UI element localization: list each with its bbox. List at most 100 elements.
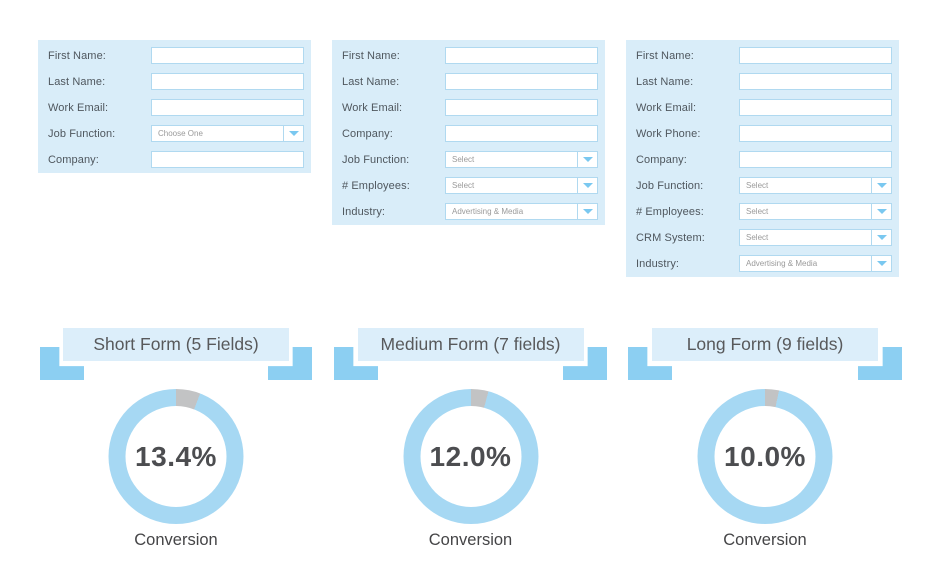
column-medium-form: First Name: Last Name: Work Email: Company:… (324, 0, 617, 574)
field-label: Last Name: (48, 75, 106, 88)
chevron-down-icon (577, 178, 597, 193)
field-label: First Name: (636, 49, 694, 62)
form-row: First Name: (636, 47, 892, 64)
dropdown-selected-value: Select (746, 181, 769, 190)
text-input-last-name[interactable] (151, 73, 304, 90)
dropdown-selected-value: Select (746, 233, 769, 242)
dropdown-employees[interactable]: Select (739, 203, 892, 220)
form-row: Job Function: Select (342, 151, 598, 168)
field-label: Company: (48, 153, 99, 166)
dropdown-job-function[interactable]: Select (445, 151, 598, 168)
form-row: Job Function: Select (636, 177, 892, 194)
dropdown-employees[interactable]: Select (445, 177, 598, 194)
lead-form-short: First Name: Last Name: Work Email: Job Func… (38, 40, 311, 173)
text-input-company[interactable] (151, 151, 304, 168)
text-input-work-phone[interactable] (739, 125, 892, 142)
conversion-percentage: 13.4% (135, 440, 217, 472)
chevron-down-icon (577, 204, 597, 219)
conversion-percentage: 10.0% (724, 440, 806, 472)
text-input-first-name[interactable] (739, 47, 892, 64)
field-label: Work Phone: (636, 127, 701, 140)
donut-caption: Conversion (723, 531, 807, 549)
form-row: Work Email: (636, 99, 892, 116)
form-row: Company: (342, 125, 598, 142)
form-row: # Employees: Select (342, 177, 598, 194)
banner-short-form: Short Form (5 Fields) (30, 328, 322, 380)
lead-form-medium: First Name: Last Name: Work Email: Company:… (332, 40, 605, 225)
chevron-down-icon (577, 152, 597, 167)
field-label: Job Function: (48, 127, 116, 140)
dropdown-crm-system[interactable]: Select (739, 229, 892, 246)
form-row: Job Function: Choose One (48, 125, 304, 142)
form-row: Company: (48, 151, 304, 168)
donut-caption: Conversion (428, 531, 513, 549)
banner-title: Long Form (9 fields) (652, 328, 878, 361)
field-label: First Name: (48, 49, 106, 62)
form-row: Industry: Advertising & Media (342, 203, 598, 220)
form-row: Work Email: (342, 99, 598, 116)
column-short-form: First Name: Last Name: Work Email: Job Func… (30, 0, 322, 574)
chevron-down-icon (871, 178, 891, 193)
form-row: Industry: Advertising & Media (636, 255, 892, 272)
form-row: Company: (636, 151, 892, 168)
conversion-percentage: 12.0% (429, 440, 512, 472)
dropdown-job-function[interactable]: Choose One (151, 125, 304, 142)
chevron-down-icon (283, 126, 303, 141)
donut-caption: Conversion (134, 531, 218, 549)
lead-form-long: First Name: Last Name: Work Email: Work Pho… (626, 40, 899, 277)
dropdown-selected-value: Select (452, 155, 475, 164)
field-label: Industry: (636, 257, 680, 270)
field-label: First Name: (342, 49, 400, 62)
text-input-company[interactable] (445, 125, 598, 142)
field-label: Job Function: (636, 179, 704, 192)
dropdown-selected-value: Advertising & Media (452, 207, 524, 216)
field-label: Company: (636, 153, 687, 166)
form-row: Work Phone: (636, 125, 892, 142)
chevron-down-icon (871, 204, 891, 219)
form-row: First Name: (48, 47, 304, 64)
donut-chart-long: 10.0% (697, 389, 833, 524)
donut-chart-medium: 12.0% (403, 389, 538, 524)
text-input-work-email[interactable] (445, 99, 598, 116)
field-label: Work Email: (636, 101, 697, 114)
banner-title: Medium Form (7 fields) (357, 328, 584, 361)
text-input-company[interactable] (739, 151, 892, 168)
dropdown-job-function[interactable]: Select (739, 177, 892, 194)
chevron-down-icon (871, 256, 891, 271)
form-row: Last Name: (48, 73, 304, 90)
dropdown-industry[interactable]: Advertising & Media (445, 203, 598, 220)
form-row: Last Name: (342, 73, 598, 90)
form-row: Work Email: (48, 99, 304, 116)
field-label: CRM System: (636, 231, 705, 244)
dropdown-selected-value: Choose One (158, 129, 203, 138)
dropdown-selected-value: Select (452, 181, 475, 190)
banner-medium-form: Medium Form (7 fields) (324, 328, 617, 380)
form-row: CRM System: Select (636, 229, 892, 246)
banner-long-form: Long Form (9 fields) (618, 328, 912, 380)
field-label: Work Email: (48, 101, 109, 114)
text-input-first-name[interactable] (151, 47, 304, 64)
dropdown-selected-value: Select (746, 207, 769, 216)
chevron-down-icon (871, 230, 891, 245)
field-label: Work Email: (342, 101, 403, 114)
field-label: Last Name: (342, 75, 400, 88)
form-row: First Name: (342, 47, 598, 64)
column-long-form: First Name: Last Name: Work Email: Work Pho… (618, 0, 912, 574)
field-label: Company: (342, 127, 393, 140)
field-label: Last Name: (636, 75, 694, 88)
field-label: Industry: (342, 205, 386, 218)
form-row: # Employees: Select (636, 203, 892, 220)
banner-title: Short Form (5 Fields) (63, 328, 289, 361)
text-input-work-email[interactable] (739, 99, 892, 116)
text-input-last-name[interactable] (445, 73, 598, 90)
text-input-last-name[interactable] (739, 73, 892, 90)
donut-chart-short: 13.4% (108, 389, 244, 524)
text-input-first-name[interactable] (445, 47, 598, 64)
dropdown-selected-value: Advertising & Media (746, 259, 818, 268)
field-label: # Employees: (342, 179, 410, 192)
text-input-work-email[interactable] (151, 99, 304, 116)
field-label: # Employees: (636, 205, 704, 218)
field-label: Job Function: (342, 153, 410, 166)
dropdown-industry[interactable]: Advertising & Media (739, 255, 892, 272)
